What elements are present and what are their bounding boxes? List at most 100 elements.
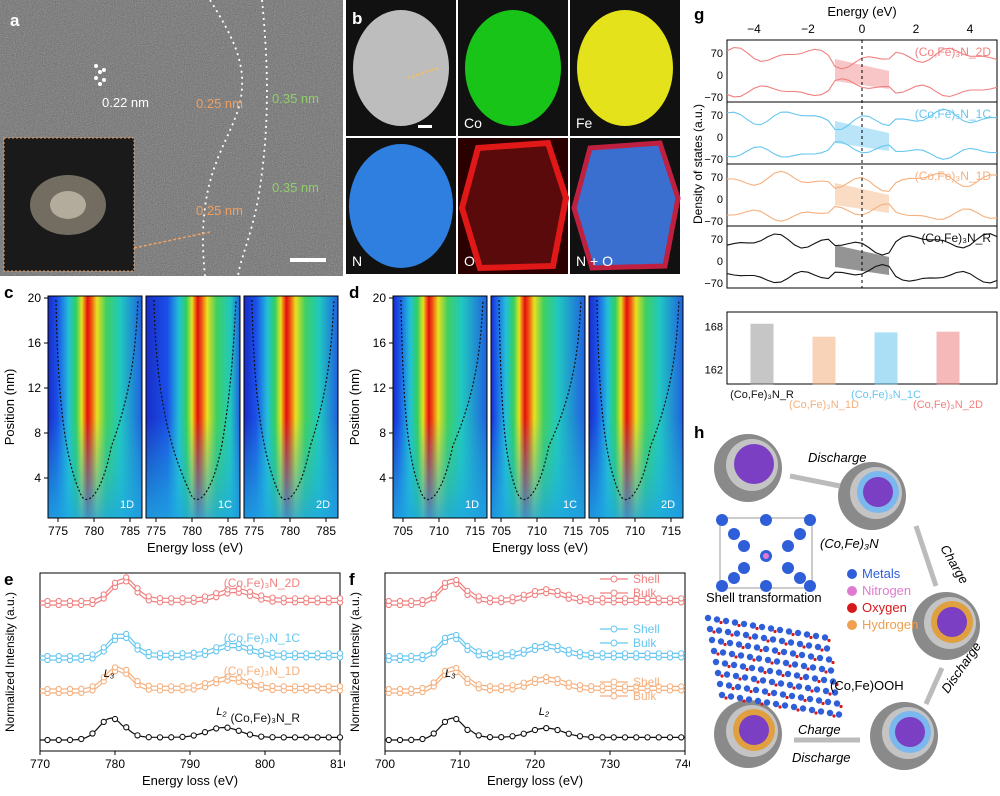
dos-label: (Co,Fe)₃N_1D (915, 169, 992, 183)
y-axis-title: Normalized Intensity (a.u.) (3, 592, 17, 732)
data-point (565, 646, 572, 653)
contour (400, 299, 484, 501)
data-point (655, 683, 662, 690)
metal-atom (740, 620, 748, 628)
data-point (190, 732, 197, 739)
metal-atom (730, 661, 738, 669)
oxygen-atom (724, 696, 728, 700)
data-point (644, 734, 651, 741)
bar (750, 323, 774, 385)
particle-core (734, 444, 774, 484)
data-point (55, 736, 62, 744)
data-point (396, 597, 404, 605)
data-point (55, 685, 62, 693)
data-point (678, 595, 685, 602)
metal-atom (802, 673, 810, 681)
legend-marker (847, 603, 857, 613)
data-point (486, 595, 494, 602)
data-point (100, 674, 107, 681)
data-point (201, 647, 209, 655)
data-point (291, 683, 299, 690)
oxygen-atom (766, 639, 770, 643)
map-tile: N (346, 138, 456, 274)
data-point (235, 727, 242, 734)
data-point (78, 685, 85, 692)
data-point (621, 734, 629, 741)
data-point (475, 593, 482, 600)
metal-atom (760, 580, 772, 592)
legend-label: Shell (633, 572, 660, 586)
metal-atom (799, 705, 807, 712)
data-point (520, 679, 527, 686)
data-point (179, 683, 186, 690)
metal-atom (789, 650, 797, 657)
metal-atom (787, 639, 795, 646)
metal-atom (760, 634, 768, 642)
data-point (325, 650, 332, 657)
metal-atom (791, 661, 799, 668)
metal-atom (738, 562, 750, 574)
oxygen-atom (749, 689, 753, 694)
metal-atom (812, 632, 820, 640)
data-point (336, 683, 344, 690)
data-point (576, 594, 584, 601)
x-tick-label: 2 (913, 22, 920, 36)
data-point (258, 681, 265, 688)
data-point (123, 574, 130, 581)
metal-atom (750, 675, 758, 683)
data-point (123, 724, 130, 731)
legend-label: Nitrogen (862, 583, 911, 598)
data-point (134, 732, 141, 739)
legend-marker (610, 575, 618, 583)
spectrum-0 (385, 576, 685, 609)
data-point (201, 729, 209, 736)
panel-letter: e (4, 570, 13, 589)
bar-label: (Co,Fe)₃N_1C (851, 389, 921, 401)
panel-d: d 1D 705 710 715 1C 705 710 715 2D 705 710 715 20 16 12… (345, 280, 690, 565)
panel-letter: f (349, 570, 355, 589)
data-point (213, 644, 220, 651)
data-point (303, 683, 310, 690)
x-tick-label: 710 (625, 524, 645, 538)
battery-particle (870, 702, 938, 770)
metal-atom (737, 652, 745, 659)
crystal-structure (716, 514, 816, 592)
oxygen-atom (738, 677, 742, 681)
data-point (269, 682, 276, 690)
x-tick-label: 780 (84, 524, 104, 538)
x-tick-label: 700 (375, 757, 395, 771)
spacing-label-4: 0.35 nm (272, 91, 319, 106)
data-point (303, 595, 310, 602)
oxygen-atom (814, 711, 818, 715)
legend-marker (610, 625, 618, 633)
metal-atom (806, 695, 814, 703)
heatmap-fade (146, 296, 240, 518)
y-tick-label: 70 (711, 48, 723, 60)
particle (353, 10, 449, 126)
metal-atom (794, 572, 806, 584)
heatmap-fade (589, 296, 683, 518)
oxygen-atom (745, 667, 749, 672)
frame (392, 295, 488, 519)
data-point (213, 590, 220, 597)
arrow (913, 525, 939, 587)
oxygen-atom (810, 689, 814, 693)
map-tile: N + O (570, 138, 681, 274)
series-label: (Co,Fe)₃N_R (230, 711, 300, 725)
legend-label: Shell (633, 622, 660, 636)
oxygen-atom (831, 660, 835, 665)
metal-atom (803, 631, 811, 638)
map-tile: O (458, 138, 570, 274)
data-point (396, 685, 404, 693)
y-tick-label: 12 (28, 381, 42, 395)
metal-atom (807, 653, 815, 660)
metal-atom (743, 685, 751, 692)
data-point (145, 682, 152, 689)
particle-core (739, 715, 769, 745)
battery-particle (714, 700, 782, 768)
metal-atom (804, 580, 816, 592)
oxygen-atom (742, 699, 746, 703)
data-point (498, 594, 505, 602)
